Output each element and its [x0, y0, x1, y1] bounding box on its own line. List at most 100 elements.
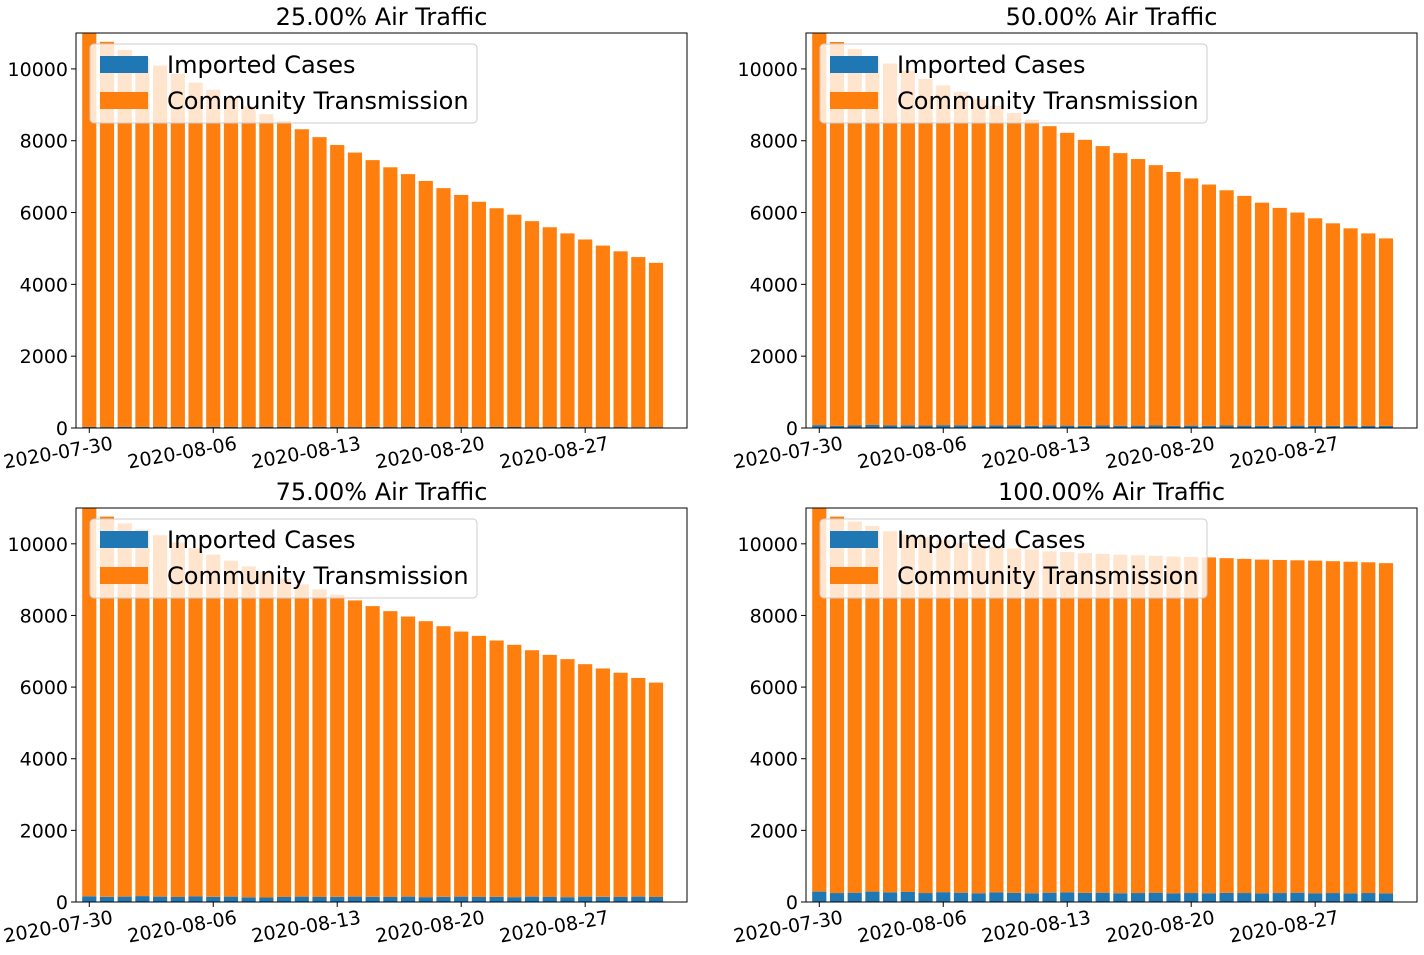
legend-label-imported: Imported Cases — [897, 526, 1086, 554]
bar-imported-2020-08-28 — [1325, 893, 1340, 902]
bar-imported-2020-08-26 — [1290, 425, 1305, 428]
bar-imported-2020-08-27 — [1308, 893, 1323, 902]
ytick-label: 6000 — [20, 677, 68, 699]
legend: Imported Cases Community Transmission — [89, 518, 478, 599]
bar-community-2020-08-09 — [989, 105, 1004, 426]
bar-community-2020-08-27 — [1308, 218, 1323, 426]
bar-imported-2020-08-03 — [883, 892, 898, 902]
bar-community-2020-08-15 — [365, 606, 380, 897]
bar-imported-2020-08-21 — [471, 896, 486, 902]
bar-imported-2020-08-09 — [989, 425, 1004, 428]
bar-community-2020-08-23 — [1237, 195, 1252, 426]
bars — [812, 33, 1394, 428]
bar-community-2020-08-05 — [188, 548, 203, 897]
bar-community-2020-08-19 — [436, 626, 451, 897]
bar-community-2020-08-16 — [383, 611, 398, 897]
bar-community-2020-08-28 — [1325, 223, 1340, 426]
bar-community-2020-08-01 — [117, 49, 132, 427]
bar-community-2020-08-30 — [1361, 233, 1376, 426]
bar-imported-2020-08-23 — [507, 426, 522, 428]
ytick-label: 6000 — [20, 203, 68, 225]
bar-imported-2020-08-11 — [1024, 425, 1039, 428]
legend: Imported Cases Community Transmission — [819, 43, 1208, 124]
bar-imported-2020-08-04 — [170, 426, 185, 428]
bar-imported-2020-08-29 — [1343, 425, 1358, 428]
bar-imported-2020-08-15 — [365, 896, 380, 902]
bar-imported-2020-08-06 — [936, 892, 951, 902]
bar-community-2020-08-03 — [883, 531, 898, 893]
bar-community-2020-08-31 — [648, 682, 664, 897]
ytick-label: 8000 — [20, 605, 68, 627]
bar-imported-2020-08-26 — [560, 897, 575, 902]
bar-imported-2020-08-13 — [330, 426, 345, 428]
bar-community-2020-08-03 — [153, 535, 168, 897]
bar-imported-2020-08-18 — [418, 426, 433, 428]
bar-community-2020-08-01 — [117, 523, 132, 897]
bar-community-2020-08-28 — [595, 245, 610, 428]
bar-imported-2020-08-23 — [1237, 425, 1252, 428]
bar-imported-2020-08-22 — [489, 426, 504, 428]
bar-imported-2020-08-09 — [259, 426, 274, 428]
bar-community-2020-08-07 — [223, 560, 239, 897]
bar-community-2020-07-30 — [812, 33, 827, 426]
bar-imported-2020-08-03 — [883, 425, 898, 428]
bar-community-2020-08-02 — [865, 56, 880, 425]
bar-community-2020-08-26 — [1290, 212, 1305, 426]
bar-community-2020-08-11 — [294, 584, 309, 897]
bar-imported-2020-07-31 — [99, 896, 115, 902]
ytick-label: 2000 — [20, 820, 68, 842]
bar-community-2020-08-28 — [595, 668, 610, 897]
legend-label-imported: Imported Cases — [167, 526, 356, 554]
legend-swatch-community — [100, 92, 148, 109]
bar-community-2020-08-12 — [1042, 126, 1057, 426]
bar-imported-2020-08-14 — [1077, 892, 1093, 902]
ytick-label: 8000 — [750, 605, 798, 627]
bar-community-2020-08-20 — [454, 194, 469, 427]
bars — [82, 508, 664, 902]
legend-swatch-imported — [100, 56, 148, 73]
bar-imported-2020-08-31 — [648, 896, 664, 902]
bar-community-2020-08-15 — [1095, 553, 1110, 893]
legend: Imported Cases Community Transmission — [819, 518, 1208, 599]
bar-imported-2020-08-05 — [918, 893, 933, 902]
bar-community-2020-08-31 — [648, 262, 664, 428]
bar-imported-2020-08-06 — [936, 425, 951, 428]
bar-community-2020-07-30 — [812, 508, 827, 892]
ytick-label: 0 — [56, 418, 68, 440]
bar-community-2020-08-29 — [613, 251, 628, 428]
bar-community-2020-08-30 — [631, 677, 646, 897]
bar-community-2020-08-10 — [1007, 112, 1022, 426]
bar-community-2020-08-08 — [971, 99, 986, 426]
bar-imported-2020-08-25 — [1272, 425, 1287, 428]
bar-community-2020-07-31 — [99, 516, 115, 897]
bar-imported-2020-08-22 — [1219, 892, 1234, 902]
bar-community-2020-08-06 — [936, 85, 951, 426]
bar-community-2020-08-12 — [312, 137, 327, 427]
bar-imported-2020-07-30 — [82, 426, 97, 428]
bar-imported-2020-08-09 — [989, 892, 1004, 902]
xtick-label: 2020-08-20 — [374, 907, 487, 948]
bar-community-2020-08-24 — [1254, 202, 1270, 426]
bar-imported-2020-08-05 — [918, 425, 933, 428]
bar-community-2020-08-22 — [489, 640, 504, 897]
legend-label-imported: Imported Cases — [897, 51, 1086, 79]
bar-imported-2020-08-22 — [1219, 425, 1234, 428]
bar-community-2020-08-03 — [153, 65, 168, 428]
ytick-label: 4000 — [20, 749, 68, 771]
bar-imported-2020-08-11 — [294, 896, 309, 902]
bar-community-2020-08-10 — [277, 121, 292, 427]
bar-imported-2020-08-28 — [1325, 425, 1340, 428]
bar-imported-2020-08-29 — [613, 896, 628, 902]
chart-title: 100.00% Air Traffic — [998, 478, 1225, 506]
bar-imported-2020-08-10 — [1007, 892, 1022, 902]
bar-community-2020-08-04 — [170, 73, 185, 427]
bar-community-2020-08-09 — [989, 547, 1004, 893]
bar-community-2020-08-11 — [294, 129, 309, 428]
bar-imported-2020-08-21 — [1201, 425, 1216, 428]
bar-community-2020-08-22 — [489, 208, 504, 427]
bar-imported-2020-08-30 — [1361, 425, 1376, 428]
bar-community-2020-08-03 — [883, 63, 898, 426]
